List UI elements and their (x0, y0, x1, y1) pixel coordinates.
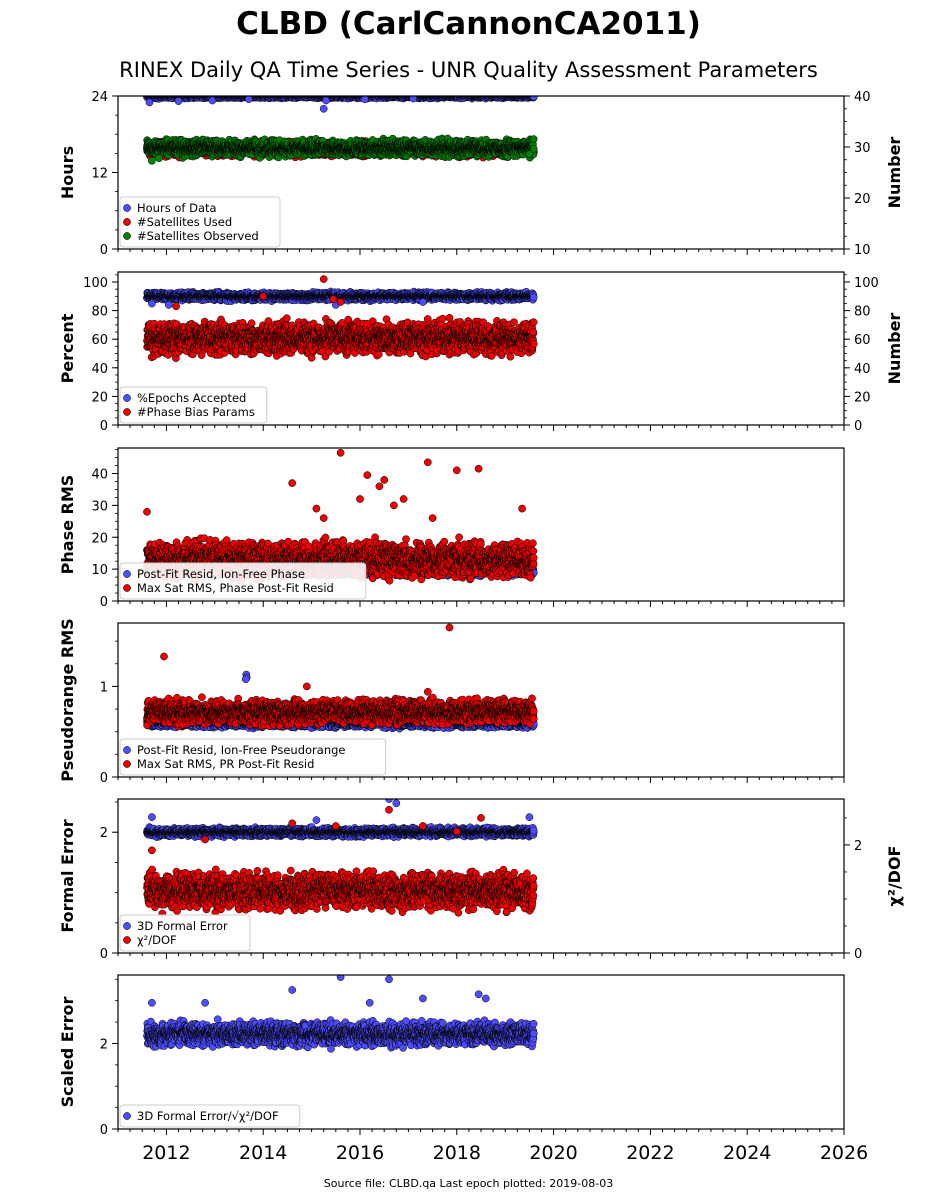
outlier-point (209, 97, 216, 104)
panel-1-points (143, 90, 537, 164)
outlier-point (361, 96, 368, 103)
outlier-point (323, 97, 330, 104)
series-1 (143, 90, 537, 113)
outlier-point (146, 99, 153, 106)
data-point (530, 93, 537, 100)
outlier-point (320, 105, 327, 112)
outlier-point (245, 96, 252, 103)
outlier-point (175, 98, 182, 105)
